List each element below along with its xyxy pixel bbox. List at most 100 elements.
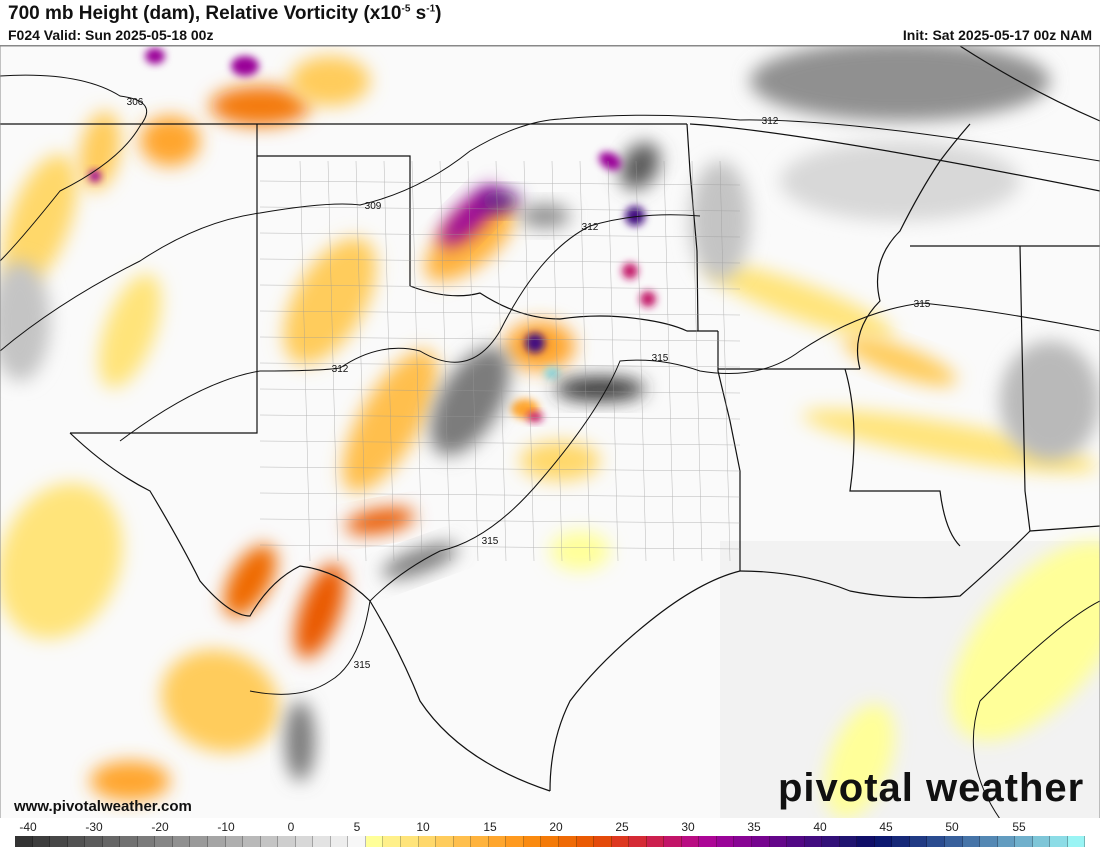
vorticity-blob [625, 206, 645, 226]
title-text: s [410, 3, 427, 24]
county-line [467, 160, 479, 562]
vorticity-blob [285, 701, 315, 781]
title-text: ) [435, 3, 442, 24]
vorticity-blob [290, 56, 370, 106]
colorbar-cell [611, 836, 630, 847]
title-exponent: -1 [426, 3, 436, 15]
colorbar-tick: 40 [813, 820, 827, 834]
colorbar-cell [225, 836, 244, 847]
county-line [607, 160, 619, 562]
vorticity-blob [1000, 341, 1100, 461]
vorticity-blob [90, 761, 170, 801]
colorbar-cell [576, 836, 595, 847]
colorbar-cell [67, 836, 86, 847]
colorbar-cell [471, 836, 489, 847]
colorbar-cell [488, 836, 507, 847]
county-line [551, 160, 563, 562]
contour-label: 312 [332, 364, 349, 375]
state-borders [0, 46, 1100, 792]
county-line [579, 160, 591, 562]
colorbar-cell [1067, 836, 1086, 847]
vorticity-blob [690, 161, 750, 281]
colorbar-tick: -40 [19, 820, 37, 834]
colorbar-cell [50, 836, 68, 847]
colorbar-cell [997, 836, 1016, 847]
vorticity-blob [294, 563, 346, 659]
colorbar-cell [190, 836, 209, 847]
vorticity-blob [0, 261, 50, 381]
contour-label: 315 [914, 299, 931, 310]
vorticity-blob [843, 336, 957, 386]
colorbar-cell [208, 836, 226, 847]
vorticity-field [0, 46, 1100, 819]
contour-label: 312 [762, 116, 779, 127]
colorbar-cell [436, 836, 454, 847]
colorbar-cell [453, 836, 472, 847]
county-line [259, 232, 741, 238]
vorticity-blob [750, 46, 1050, 121]
colorbar-cell [243, 836, 261, 847]
vorticity-blob [210, 86, 310, 126]
colorbar-cell [594, 836, 612, 847]
colorbar-tick: 0 [287, 820, 295, 834]
map-title: 700 mb Height (dam), Relative Vorticity … [8, 3, 442, 25]
colorbar-tick: 35 [747, 820, 761, 834]
colorbar-cell [295, 836, 314, 847]
colorbar-cell [892, 836, 910, 847]
county-line [259, 336, 741, 342]
colorbar-cell [699, 836, 717, 847]
colorbar-tick: 25 [615, 820, 629, 834]
colorbar-cell [558, 836, 577, 847]
colorbar-tick: 20 [549, 820, 563, 834]
county-line [259, 284, 741, 290]
title-exponent: -5 [401, 3, 411, 15]
colorbar-cell [541, 836, 559, 847]
colorbar-cell [401, 836, 419, 847]
colorbar-cell [32, 836, 51, 847]
colorbar-cell [787, 836, 805, 847]
vorticity-blob [705, 262, 895, 340]
colorbar-cell [804, 836, 823, 847]
colorbar-cell [664, 836, 682, 847]
colorbar-cell [716, 836, 735, 847]
county-line [259, 492, 741, 498]
vorticity-blob [140, 116, 200, 166]
colorbar-cell [15, 836, 33, 847]
vorticity-blob [382, 543, 458, 579]
colorbar-scale [15, 836, 1086, 847]
colorbar-cell [857, 836, 875, 847]
colorbar-tick: 5 [353, 820, 361, 834]
contour-label: 312 [582, 222, 599, 233]
init-time: Init: Sat 2025-05-17 00z NAM [902, 27, 1092, 43]
weather-map[interactable]: 306 309 312 312 312 315 315 315 315 [0, 45, 1100, 820]
colorbar-cell [944, 836, 963, 847]
county-line [299, 160, 311, 562]
colorbar: -40 -30 -20 -10 0 5 10 15 20 25 30 35 40 45 50 55 [0, 818, 1100, 850]
colorbar-cell [260, 836, 279, 847]
colorbar-cell [980, 836, 998, 847]
colorbar-tick: 50 [945, 820, 959, 834]
colorbar-cell [822, 836, 840, 847]
vorticity-blob [598, 151, 622, 171]
header: 700 mb Height (dam), Relative Vorticity … [0, 0, 1100, 45]
county-line [523, 160, 535, 562]
county-line [259, 180, 741, 186]
colorbar-cell [155, 836, 173, 847]
vorticity-blob [622, 263, 638, 279]
colorbar-cell [909, 836, 928, 847]
vorticity-blob [161, 649, 279, 753]
colorbar-cell [1015, 836, 1033, 847]
vorticity-blob [950, 541, 1100, 741]
colorbar-cell [1050, 836, 1068, 847]
vorticity-blob [550, 531, 610, 571]
colorbar-cell [681, 836, 700, 847]
county-line [355, 160, 367, 562]
vorticity-blob [544, 367, 560, 379]
colorbar-cell [839, 836, 858, 847]
county-line [691, 160, 703, 562]
colorbar-cell [313, 836, 331, 847]
county-line [259, 414, 741, 420]
vorticity-blob [430, 346, 510, 456]
vorticity-blob [223, 544, 277, 618]
colorbar-tick: -10 [217, 820, 235, 834]
